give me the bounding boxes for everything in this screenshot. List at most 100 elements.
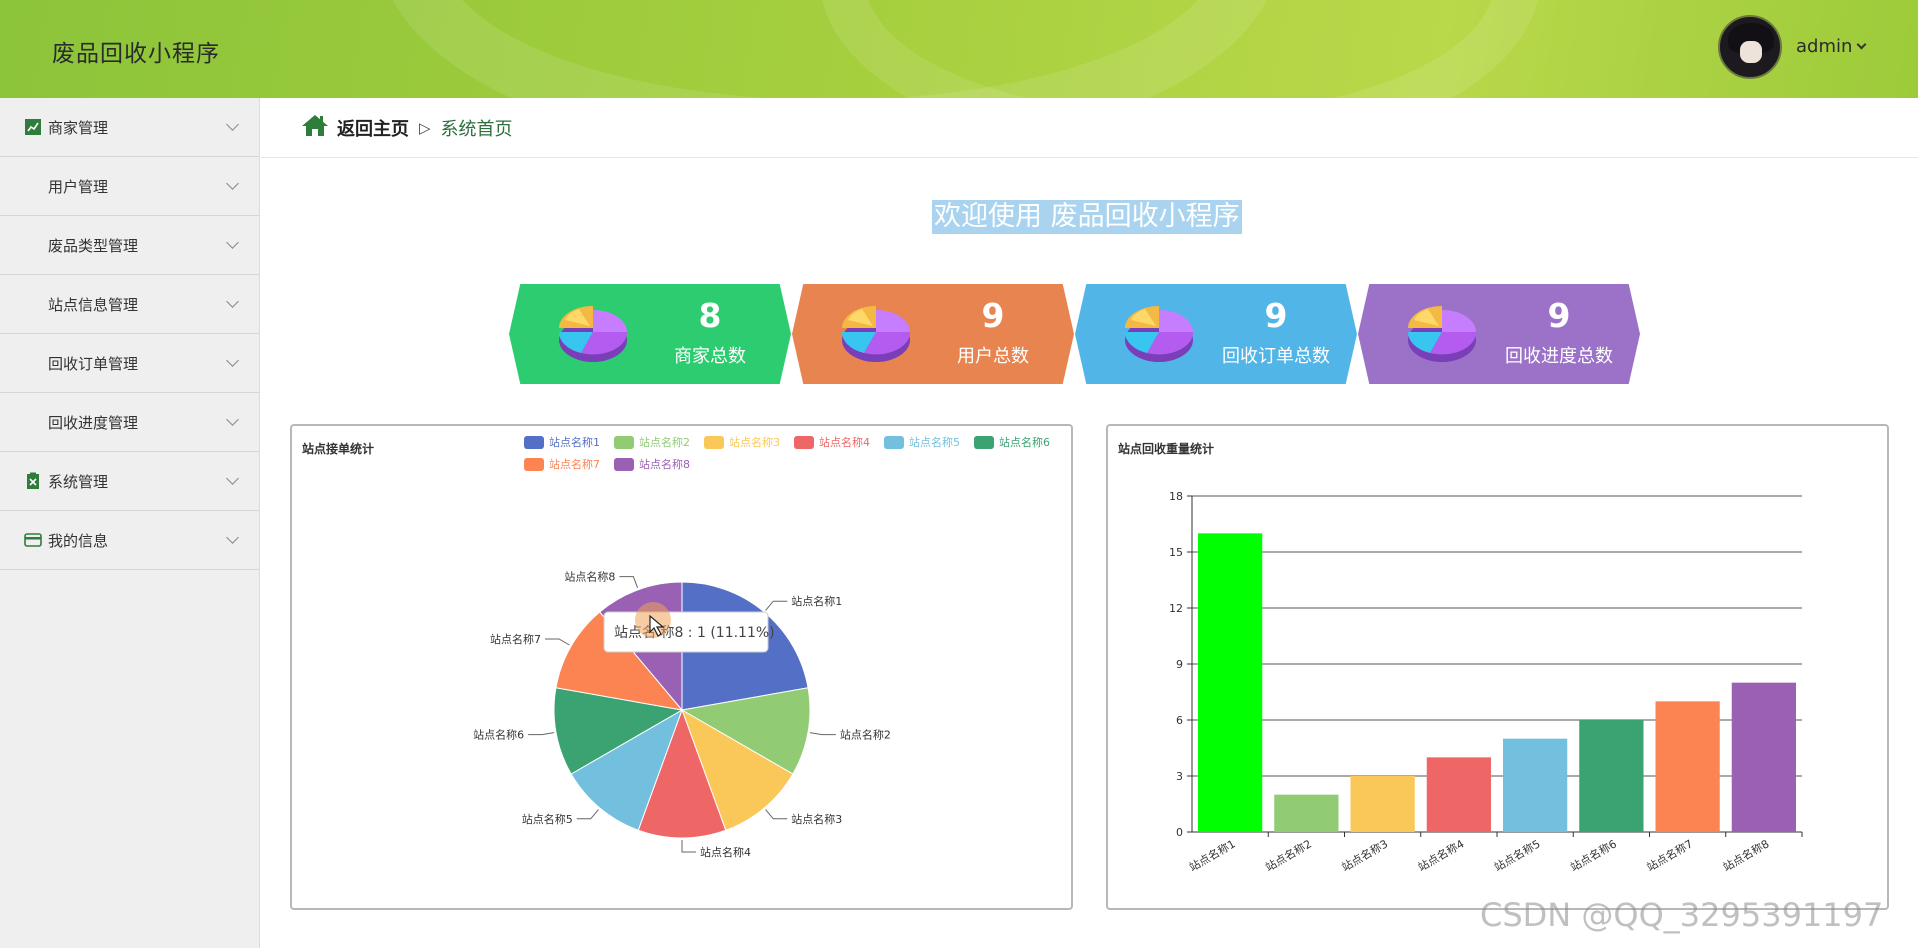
legend-item[interactable]: 站点名称8 (614, 456, 704, 472)
sidebar-item-users[interactable]: 用户管理 (0, 157, 259, 216)
header-decoration (820, 0, 1540, 98)
pie-slice (848, 309, 873, 326)
legend-item[interactable]: 站点名称1 (524, 434, 614, 450)
chart-tooltip: 站点名 称8 : 1 (11.11%) (603, 611, 775, 653)
pie-slice[interactable] (680, 687, 811, 775)
pie-slice[interactable] (637, 708, 727, 839)
breadcrumb: 返回主页 ▷ 系统首页 (261, 98, 1918, 158)
x-tick-label: 站点名称8 (1720, 836, 1771, 874)
stat-value: 9 (1547, 296, 1571, 335)
avatar[interactable] (1718, 15, 1782, 79)
stat-value: 8 (698, 296, 722, 335)
bar[interactable] (1655, 701, 1720, 832)
sidebar-item-profile[interactable]: 我的信息 (0, 511, 259, 570)
chart-title: 站点接单统计 (302, 442, 375, 456)
legend-item[interactable]: 站点名称7 (524, 456, 614, 472)
chart-legend: 站点名称1 站点名称2 站点名称3 站点名称4 站点名称5 站点名称6 站点名称7 站点名称8 (524, 434, 1064, 472)
sidebar-item-system[interactable]: 系统管理 (0, 452, 259, 511)
pie-label: 站点名称6 (473, 728, 524, 742)
pie-slice (1407, 332, 1442, 353)
x-tick-label: 站点名称5 (1491, 836, 1542, 874)
watermark: CSDN @QQ_3295391197 (1480, 896, 1884, 934)
pie-label-line (528, 732, 555, 736)
user-menu[interactable]: admin (1796, 36, 1867, 57)
bar-chart[interactable]: 0 3 6 9 12 15 18 站点名称1 站点名称2 站点名称3 站点名称4 站点名称5 站点名称6… (1108, 426, 1887, 908)
chevron-down-icon (226, 531, 239, 544)
chevron-down-icon (1856, 39, 1867, 50)
pie-chart[interactable]: 站点名称1 站点名称2 站点名称3 站点名称4 站点名称5 站点名称6 站点名称7 站点名称8… (292, 426, 1071, 908)
x-tick-label: 站点名称4 (1415, 836, 1466, 874)
grid-icon (24, 177, 42, 195)
pie-slice (1414, 309, 1439, 326)
pie-slice (581, 332, 628, 355)
pie-slice[interactable] (570, 708, 683, 831)
pie-label: 站点名称7 (490, 632, 541, 646)
chevron-down-icon (226, 354, 239, 367)
legend-label: 站点名称3 (729, 436, 780, 449)
pie-slice (876, 310, 910, 332)
welcome-title: 欢迎使用 废品回收小程序 (932, 200, 1242, 234)
bar[interactable] (1198, 533, 1263, 832)
sidebar-item-orders[interactable]: 回收订单管理 (0, 334, 259, 393)
y-tick-label: 9 (1176, 658, 1183, 671)
x-tick-label: 站点名称2 (1263, 836, 1314, 874)
legend-item[interactable]: 站点名称4 (794, 434, 884, 450)
chart-title: 站点回收重量统计 (1118, 442, 1215, 456)
pie-label: 站点名称4 (700, 845, 751, 859)
sidebar-item-label: 回收订单管理 (48, 354, 139, 373)
legend-swatch (524, 457, 544, 471)
legend-swatch (614, 457, 634, 471)
bar[interactable] (1731, 682, 1796, 832)
pie-slice[interactable] (681, 708, 794, 831)
pie-label: 站点名称2 (840, 728, 891, 742)
legend-label: 站点名称1 (549, 436, 600, 449)
sidebar-item-label: 用户管理 (48, 177, 109, 196)
bar[interactable] (1350, 776, 1415, 832)
bar[interactable] (1274, 794, 1339, 832)
sidebar-item-station[interactable]: 站点信息管理 (0, 275, 259, 334)
bar[interactable] (1579, 720, 1644, 832)
home-link[interactable]: 返回主页 (337, 118, 409, 140)
pie-slice (1124, 332, 1159, 353)
legend-swatch (884, 435, 904, 449)
legend-item[interactable]: 站点名称6 (974, 434, 1064, 450)
x-tick-label: 站点名称6 (1568, 836, 1619, 874)
y-tick-label: 3 (1176, 770, 1183, 783)
bar-chart-panel: 站点回收重量统计 0 3 6 9 12 15 18 站点名称1 站点名称2 站点名称3 站点名称4 站… (1106, 424, 1889, 910)
legend-item[interactable]: 站点名称5 (884, 434, 974, 450)
pie-chart-icon (841, 306, 911, 362)
bar[interactable] (1426, 757, 1491, 832)
sidebar-item-waste-type[interactable]: 废品类型管理 (0, 216, 259, 275)
stat-label: 回收订单总数 (1222, 346, 1330, 367)
pie-label: 站点名称8 (564, 570, 615, 584)
pie-slice (1131, 309, 1156, 326)
sidebar-item-progress[interactable]: 回收进度管理 (0, 393, 259, 452)
legend-label: 站点名称5 (909, 436, 960, 449)
grid-9-icon (24, 295, 42, 313)
home-icon[interactable] (301, 113, 329, 142)
pie-chart-icon (558, 306, 628, 362)
bar[interactable] (1503, 738, 1568, 832)
y-tick-label: 6 (1176, 714, 1183, 727)
pie-label-line (619, 576, 639, 589)
username: admin (1796, 36, 1853, 57)
pie-label-line (681, 840, 696, 853)
pie-slice[interactable] (553, 687, 684, 775)
legend-label: 站点名称7 (549, 458, 600, 471)
app-title: 废品回收小程序 (52, 41, 220, 67)
legend-swatch (974, 435, 994, 449)
pie-chart-icon (1407, 306, 1477, 362)
sidebar-item-label: 我的信息 (48, 531, 109, 550)
stat-label: 回收进度总数 (1505, 346, 1613, 367)
top-header: 废品回收小程序 admin (0, 0, 1918, 98)
chart-line-icon (24, 118, 42, 136)
x-tick-label: 站点名称7 (1644, 836, 1695, 874)
pie-label-line (765, 600, 788, 611)
legend-label: 站点名称2 (639, 436, 690, 449)
pie-slice[interactable] (555, 611, 684, 711)
legend-item[interactable]: 站点名称2 (614, 434, 704, 450)
pie-slice (841, 332, 876, 353)
sidebar-item-merchant[interactable]: 商家管理 (0, 98, 259, 157)
chevron-down-icon (226, 118, 239, 131)
legend-item[interactable]: 站点名称3 (704, 434, 794, 450)
